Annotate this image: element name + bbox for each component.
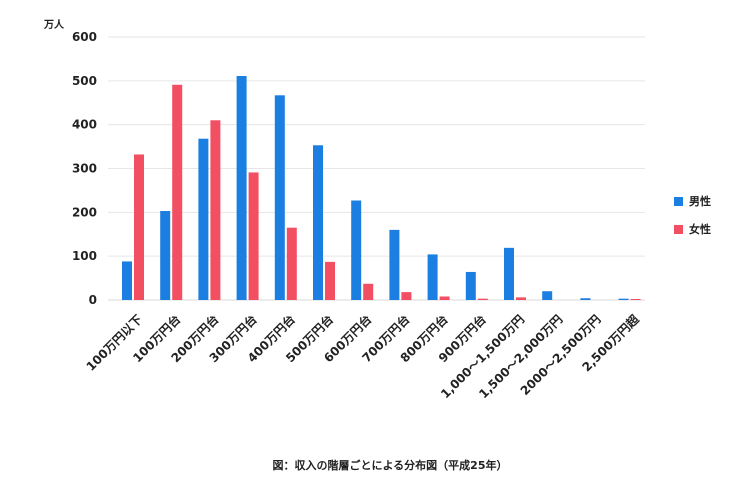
bar-male	[274, 95, 285, 300]
bar-male	[122, 261, 132, 300]
legend-swatch	[674, 197, 683, 206]
bar-male	[236, 76, 247, 301]
y-tick-label: 600	[72, 30, 97, 44]
bar-male	[313, 145, 323, 300]
x-tick-label: 100万円以下	[84, 312, 146, 374]
bar-male	[160, 211, 171, 300]
bar-female	[172, 84, 183, 300]
legend-label: 女性	[689, 222, 711, 236]
chart-caption: 図：収入の階層ごとによる分布図（平成25年）	[273, 458, 508, 472]
x-axis-labels: 100万円以下100万円台200万円台300万円台400万円台500万円台600…	[84, 311, 643, 401]
y-tick-label: 500	[72, 74, 97, 88]
bar-female	[325, 261, 335, 300]
gridlines	[108, 36, 645, 301]
bar-female	[134, 154, 144, 300]
bar-female	[516, 297, 526, 300]
y-tick-label: 200	[72, 205, 97, 219]
bar-female	[363, 283, 374, 300]
bar-male	[465, 271, 476, 300]
y-tick-label: 300	[72, 162, 97, 176]
bar-female	[210, 120, 221, 301]
bar-male	[542, 291, 553, 300]
y-tick-label: 0	[89, 293, 97, 307]
y-axis-ticks: 0 100 200 300 400 500 600	[72, 30, 97, 307]
bar-male	[618, 298, 629, 300]
bar-male	[504, 247, 514, 300]
bar-female	[477, 298, 488, 300]
bar-male	[198, 138, 209, 300]
legend-label: 男性	[689, 194, 711, 208]
bar-female	[630, 299, 641, 300]
bar-female	[401, 292, 412, 300]
bar-male	[351, 200, 362, 300]
bar-female	[286, 227, 297, 300]
bars	[122, 76, 641, 301]
bar-female	[248, 172, 259, 300]
bar-male	[580, 298, 591, 300]
y-tick-label: 100	[72, 249, 97, 263]
bar-female	[439, 296, 450, 300]
legend-swatch	[674, 225, 683, 234]
y-tick-label: 400	[72, 118, 97, 132]
y-unit-label: 万人	[43, 18, 65, 31]
bar-male	[389, 229, 400, 300]
bar-male	[427, 254, 438, 300]
